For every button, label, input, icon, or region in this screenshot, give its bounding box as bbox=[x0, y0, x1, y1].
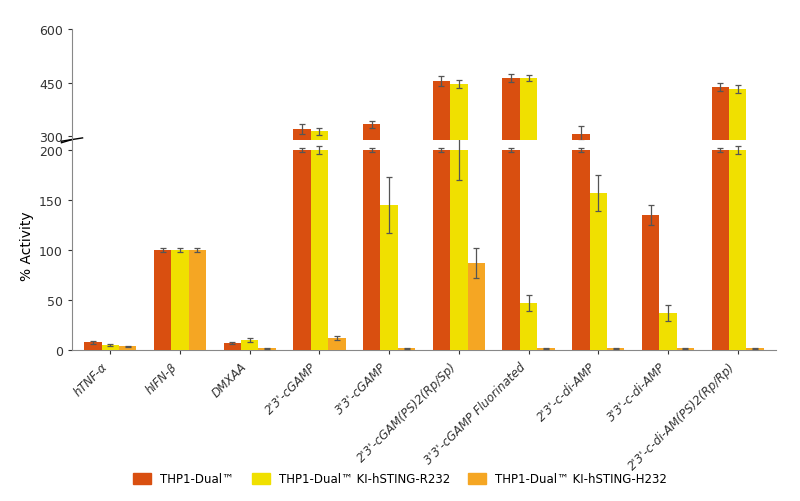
Bar bbox=[538, 349, 554, 351]
Bar bbox=[381, 205, 398, 351]
Bar bbox=[433, 82, 450, 243]
Bar bbox=[677, 349, 694, 351]
Bar bbox=[746, 349, 764, 351]
Bar bbox=[711, 150, 729, 351]
Bar bbox=[590, 193, 607, 351]
Bar bbox=[502, 150, 520, 351]
Bar bbox=[171, 250, 189, 351]
Bar bbox=[310, 132, 328, 243]
Bar bbox=[294, 150, 310, 351]
Bar bbox=[258, 349, 276, 351]
Bar bbox=[154, 250, 171, 351]
Bar bbox=[572, 134, 590, 243]
Bar bbox=[241, 341, 258, 351]
Bar bbox=[467, 264, 485, 351]
Bar bbox=[119, 347, 137, 351]
Bar bbox=[450, 85, 467, 243]
Bar bbox=[189, 250, 206, 351]
Bar bbox=[363, 150, 381, 351]
Bar bbox=[310, 150, 328, 351]
Y-axis label: % Activity: % Activity bbox=[19, 211, 34, 280]
Bar bbox=[642, 215, 659, 351]
Bar bbox=[572, 150, 590, 351]
Bar bbox=[607, 349, 624, 351]
Bar bbox=[398, 349, 415, 351]
Bar bbox=[711, 88, 729, 243]
Bar bbox=[450, 150, 467, 351]
Bar bbox=[520, 304, 538, 351]
Bar bbox=[102, 346, 119, 351]
Bar bbox=[729, 150, 746, 351]
Bar bbox=[659, 314, 677, 351]
Bar bbox=[520, 79, 538, 243]
Bar bbox=[502, 79, 520, 243]
Bar bbox=[433, 150, 450, 351]
Bar bbox=[363, 125, 381, 243]
Bar bbox=[729, 90, 746, 243]
Bar bbox=[84, 343, 102, 351]
Legend: THP1-Dual™, THP1-Dual™ KI-hSTING-R232, THP1-Dual™ KI-hSTING-H232: THP1-Dual™, THP1-Dual™ KI-hSTING-R232, T… bbox=[128, 468, 672, 490]
Bar bbox=[224, 344, 241, 351]
Bar bbox=[294, 130, 310, 243]
Bar bbox=[328, 339, 346, 351]
